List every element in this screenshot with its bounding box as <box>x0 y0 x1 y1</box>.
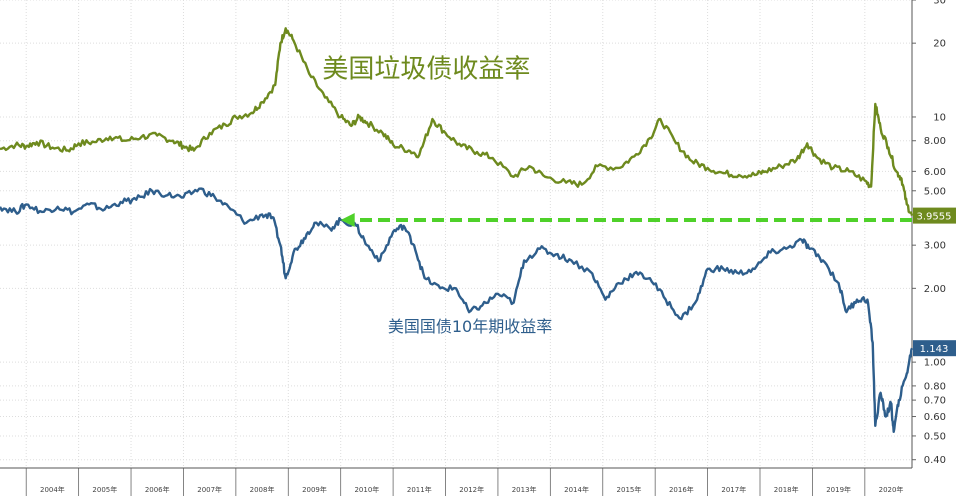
series-line-treasury-10y <box>0 187 914 433</box>
y-tick-label: 30 <box>933 0 946 7</box>
x-tick-label: 2020年 <box>879 485 904 494</box>
x-tick-label: 2004年 <box>40 485 65 494</box>
x-tick-label: 2018年 <box>774 485 799 494</box>
x-tick-label: 2019年 <box>826 485 851 494</box>
treasury-yield-label: 美国国债10年期收益率 <box>388 317 552 336</box>
y-tick-label: 1.00 <box>924 358 946 369</box>
y-tick-label: 5.00 <box>924 186 946 197</box>
y-tick-label: 2.00 <box>924 284 946 295</box>
y-tick-label: 0.40 <box>924 455 946 466</box>
x-tick-label: 2017年 <box>721 485 746 494</box>
junk-bond-yield-label: 美国垃圾债收益率 <box>322 54 530 84</box>
y-tick-label: 0.80 <box>924 381 946 392</box>
y-tick-label: 0.50 <box>924 431 946 442</box>
x-tick-label: 2009年 <box>302 485 327 494</box>
x-tick-label: 2016年 <box>669 485 694 494</box>
x-tick-label: 2010年 <box>354 485 379 494</box>
x-tick-label: 2006年 <box>145 485 170 494</box>
last-value-badge <box>913 207 956 224</box>
y-tick-label: 3.00 <box>924 241 946 252</box>
x-tick-label: 2015年 <box>617 485 642 494</box>
x-tick-label: 2007年 <box>197 485 222 494</box>
y-tick-label: 20 <box>933 39 946 50</box>
y-tick-label: 0.60 <box>924 412 946 423</box>
y-tick-label: 8.00 <box>924 136 946 147</box>
series-line-junk-bond <box>0 27 914 216</box>
y-tick-label: 10 <box>933 112 946 123</box>
x-tick-label: 2011年 <box>407 485 432 494</box>
x-tick-label: 2014年 <box>564 485 589 494</box>
y-tick-label: 6.00 <box>924 167 946 178</box>
y-tick-label: 0.70 <box>924 396 946 407</box>
x-tick-label: 2005年 <box>92 485 117 494</box>
x-tick-label: 2013年 <box>512 485 537 494</box>
dashed-arrow-head <box>340 212 355 227</box>
last-value-label: 1.143 <box>920 344 949 355</box>
last-value-badge <box>913 340 956 357</box>
last-value-label: 3.9555 <box>917 212 952 223</box>
x-tick-label: 2012年 <box>459 485 484 494</box>
x-tick-label: 2008年 <box>250 485 275 494</box>
